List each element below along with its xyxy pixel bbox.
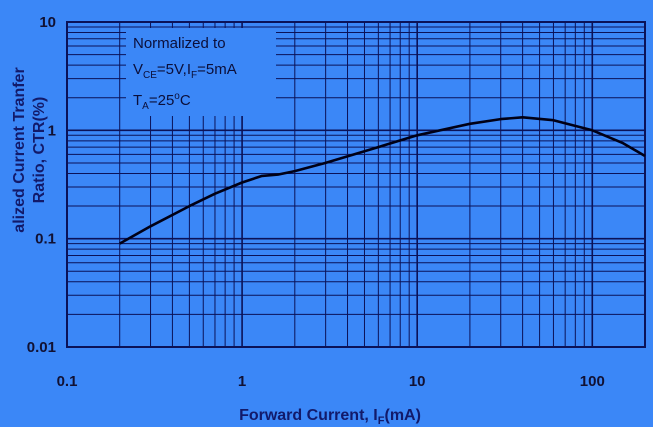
x-tick-label: 10 bbox=[409, 373, 426, 390]
x-axis-title: Forward Current, IF(mA) bbox=[239, 407, 421, 427]
x-tick-label: 100 bbox=[580, 373, 605, 390]
y-axis-title: alized Current Tranfer Ratio, CTR(%) bbox=[11, 67, 48, 232]
x-tick-label: 0.1 bbox=[57, 373, 78, 390]
annotation-background bbox=[126, 28, 276, 116]
annotation-line2: VCE=5V,IF=5mA bbox=[133, 61, 237, 81]
plot-frame bbox=[66, 21, 646, 348]
x-tick-label: 1 bbox=[238, 373, 246, 390]
curve-layer bbox=[119, 116, 646, 245]
annotation-box: Normalized to VCE=5V,IF=5mA TA=25oC bbox=[126, 28, 276, 116]
y-tick-label: 0.1 bbox=[35, 231, 56, 248]
ctr-curve-0 bbox=[119, 116, 646, 245]
y-axis-title-line1: alized Current Tranfer bbox=[11, 67, 28, 232]
plot-border bbox=[66, 21, 646, 348]
y-axis-title-line2: Ratio, CTR(%) bbox=[31, 97, 48, 204]
annotation-line3: TA=25oC bbox=[133, 91, 191, 112]
annotation-line1: Normalized to bbox=[133, 35, 226, 52]
y-tick-label: 10 bbox=[39, 14, 56, 31]
y-tick-label: 1 bbox=[48, 122, 56, 139]
y-tick-label: 0.01 bbox=[27, 339, 56, 356]
